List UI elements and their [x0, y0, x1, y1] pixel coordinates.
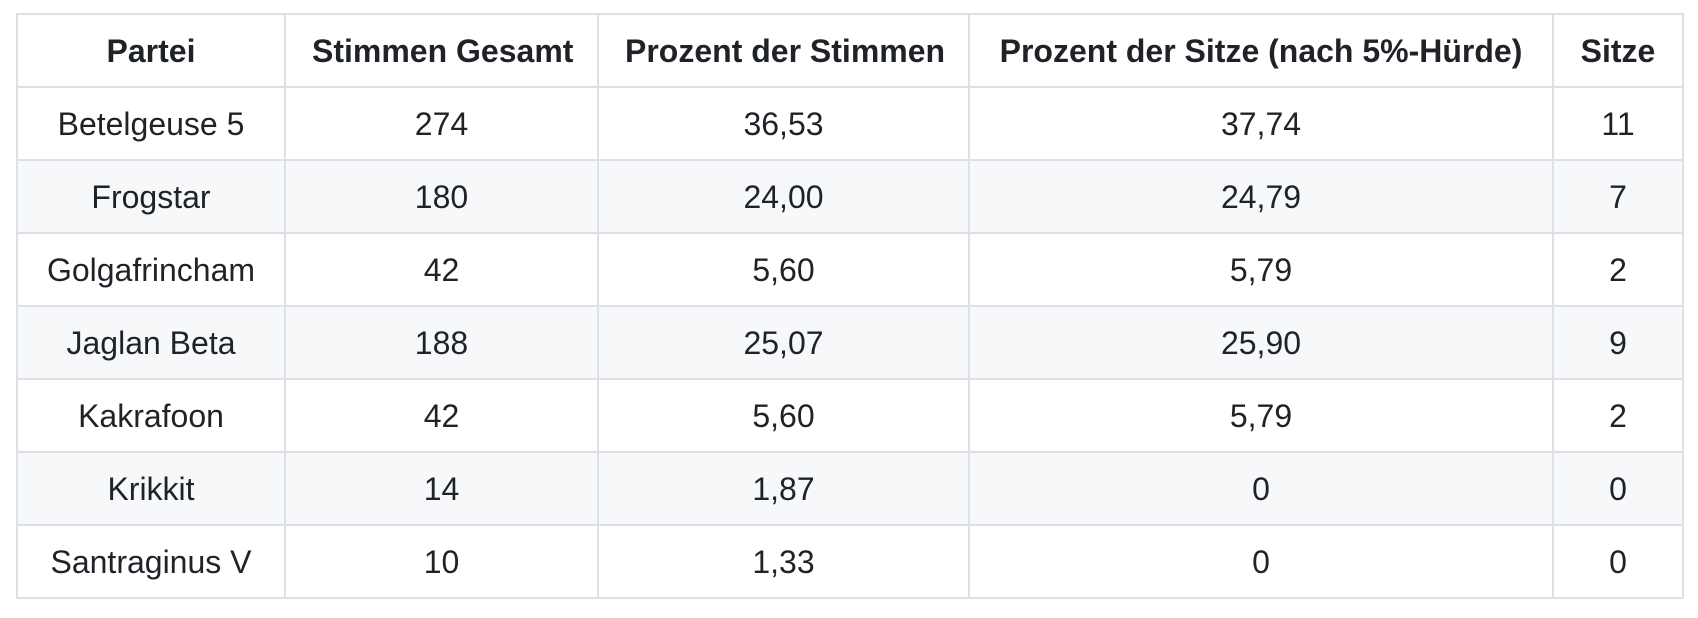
cell-party: Frogstar — [16, 159, 286, 234]
table-row-jaglan-beta: Jaglan Beta 188 25,07 25,90 9 — [16, 305, 1684, 380]
table-row-kakrafoon: Kakrafoon 42 5,60 5,79 2 — [16, 378, 1684, 453]
cell-vote-percent: 24,00 — [597, 159, 970, 234]
cell-seats: 0 — [1552, 524, 1684, 599]
cell-votes-total: 42 — [284, 378, 599, 453]
cell-vote-percent: 36,53 — [597, 86, 970, 161]
column-header-partei: Partei — [16, 13, 286, 88]
column-header-prozent-der-sitze: Prozent der Sitze (nach 5%-Hürde) — [968, 13, 1554, 88]
table-row-santraginus-v: Santraginus V 10 1,33 0 0 — [16, 524, 1684, 599]
cell-votes-total: 42 — [284, 232, 599, 307]
cell-seat-percent: 24,79 — [968, 159, 1554, 234]
cell-seats: 2 — [1552, 232, 1684, 307]
cell-vote-percent: 25,07 — [597, 305, 970, 380]
cell-seat-percent: 0 — [968, 451, 1554, 526]
cell-seats: 2 — [1552, 378, 1684, 453]
cell-party: Jaglan Beta — [16, 305, 286, 380]
cell-votes-total: 274 — [284, 86, 599, 161]
cell-vote-percent: 1,87 — [597, 451, 970, 526]
cell-seats: 0 — [1552, 451, 1684, 526]
cell-party: Golgafrincham — [16, 232, 286, 307]
header-row: Partei Stimmen Gesamt Prozent der Stimme… — [16, 13, 1684, 88]
cell-votes-total: 188 — [284, 305, 599, 380]
cell-seat-percent: 5,79 — [968, 232, 1554, 307]
cell-seats: 11 — [1552, 86, 1684, 161]
cell-seat-percent: 0 — [968, 524, 1554, 599]
cell-seat-percent: 25,90 — [968, 305, 1554, 380]
cell-seats: 9 — [1552, 305, 1684, 380]
cell-votes-total: 14 — [284, 451, 599, 526]
cell-votes-total: 180 — [284, 159, 599, 234]
column-header-sitze: Sitze — [1552, 13, 1684, 88]
table-row-frogstar: Frogstar 180 24,00 24,79 7 — [16, 159, 1684, 234]
column-header-stimmen-gesamt: Stimmen Gesamt — [284, 13, 599, 88]
table-row-betelgeuse-5: Betelgeuse 5 274 36,53 37,74 11 — [16, 86, 1684, 161]
cell-vote-percent: 5,60 — [597, 232, 970, 307]
cell-vote-percent: 5,60 — [597, 378, 970, 453]
cell-vote-percent: 1,33 — [597, 524, 970, 599]
cell-seat-percent: 5,79 — [968, 378, 1554, 453]
cell-party: Betelgeuse 5 — [16, 86, 286, 161]
cell-seats: 7 — [1552, 159, 1684, 234]
table-row-krikkit: Krikkit 14 1,87 0 0 — [16, 451, 1684, 526]
cell-party: Santraginus V — [16, 524, 286, 599]
cell-party: Kakrafoon — [16, 378, 286, 453]
cell-seat-percent: 37,74 — [968, 86, 1554, 161]
election-results-table-container: Partei Stimmen Gesamt Prozent der Stimme… — [16, 13, 1684, 599]
column-header-prozent-der-stimmen: Prozent der Stimmen — [597, 13, 970, 88]
table-row-golgafrincham: Golgafrincham 42 5,60 5,79 2 — [16, 232, 1684, 307]
cell-party: Krikkit — [16, 451, 286, 526]
cell-votes-total: 10 — [284, 524, 599, 599]
election-results-table: Partei Stimmen Gesamt Prozent der Stimme… — [16, 13, 1684, 599]
